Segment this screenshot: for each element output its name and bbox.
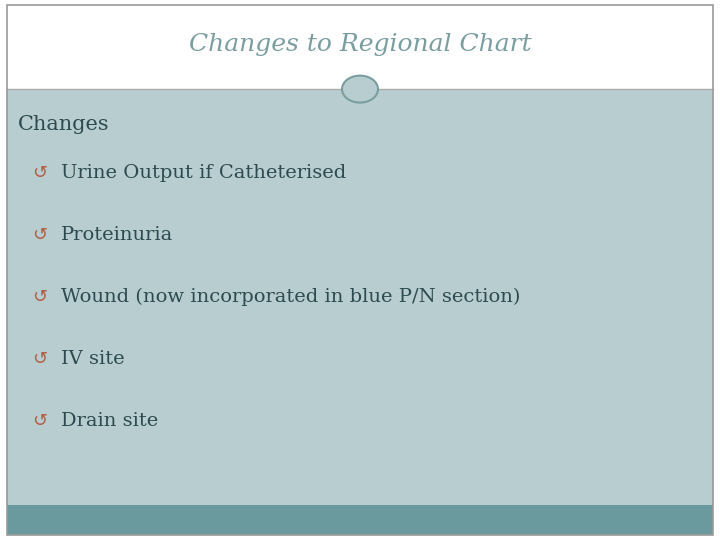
FancyBboxPatch shape xyxy=(7,89,713,505)
Text: ↺: ↺ xyxy=(32,226,48,244)
Text: ↺: ↺ xyxy=(32,412,48,430)
Text: ↺: ↺ xyxy=(32,288,48,306)
Text: Proteinuria: Proteinuria xyxy=(61,226,174,244)
Text: Urine Output if Catheterised: Urine Output if Catheterised xyxy=(61,164,346,182)
FancyBboxPatch shape xyxy=(7,505,713,535)
Circle shape xyxy=(342,76,378,103)
Text: Changes to Regional Chart: Changes to Regional Chart xyxy=(189,33,531,56)
Text: Drain site: Drain site xyxy=(61,412,158,430)
Text: ↺: ↺ xyxy=(32,164,48,182)
Text: IV site: IV site xyxy=(61,350,125,368)
Text: Wound (now incorporated in blue P/N section): Wound (now incorporated in blue P/N sect… xyxy=(61,288,521,306)
FancyBboxPatch shape xyxy=(7,5,713,89)
Text: ↺: ↺ xyxy=(32,350,48,368)
Text: Changes: Changes xyxy=(18,114,109,134)
